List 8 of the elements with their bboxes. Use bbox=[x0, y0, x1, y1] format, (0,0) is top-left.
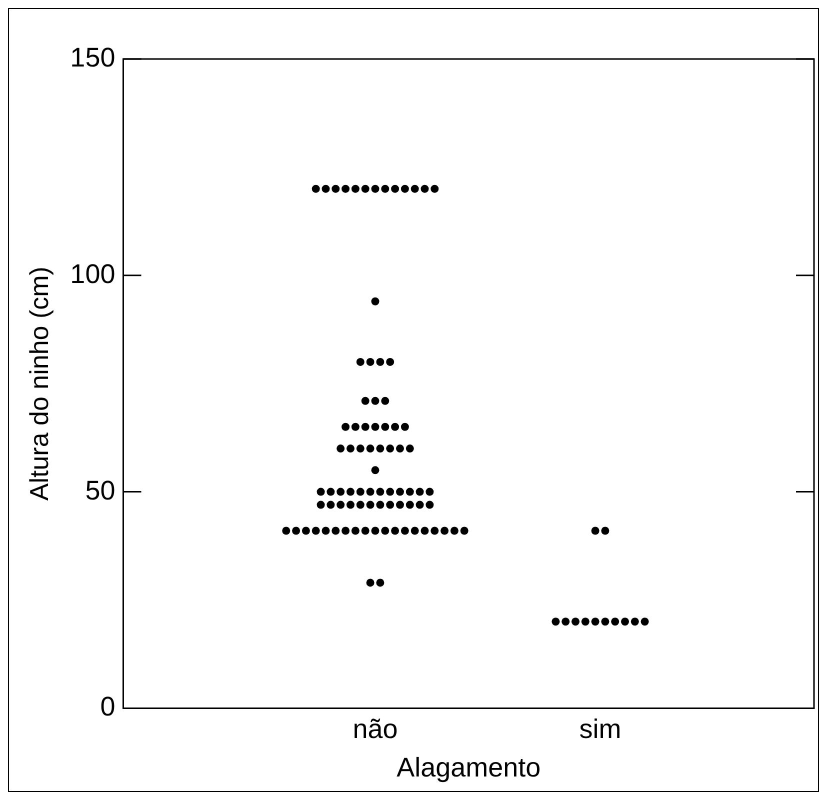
y-tick-label: 0 bbox=[100, 692, 116, 722]
y-tick-label: 50 bbox=[85, 475, 116, 506]
y-tick-label: 100 bbox=[70, 258, 116, 289]
x-tick-label: sim bbox=[579, 714, 622, 744]
x-axis-title: Alagamento bbox=[396, 752, 541, 782]
x-tick-label: não bbox=[352, 714, 398, 744]
y-tick-label: 150 bbox=[70, 42, 116, 72]
y-axis-title: Altura do ninho (cm) bbox=[24, 266, 54, 501]
